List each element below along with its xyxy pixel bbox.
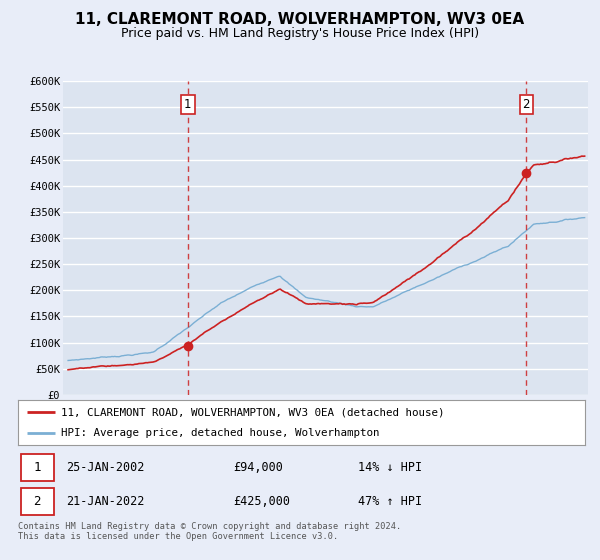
FancyBboxPatch shape [21, 454, 54, 481]
Text: 1: 1 [34, 461, 41, 474]
Text: £94,000: £94,000 [233, 461, 283, 474]
Text: 11, CLAREMONT ROAD, WOLVERHAMPTON, WV3 0EA: 11, CLAREMONT ROAD, WOLVERHAMPTON, WV3 0… [76, 12, 524, 27]
Text: 2: 2 [34, 495, 41, 508]
Text: Price paid vs. HM Land Registry's House Price Index (HPI): Price paid vs. HM Land Registry's House … [121, 27, 479, 40]
FancyBboxPatch shape [21, 488, 54, 515]
Text: HPI: Average price, detached house, Wolverhampton: HPI: Average price, detached house, Wolv… [61, 428, 379, 438]
Text: Contains HM Land Registry data © Crown copyright and database right 2024.
This d: Contains HM Land Registry data © Crown c… [18, 522, 401, 542]
Text: 14% ↓ HPI: 14% ↓ HPI [358, 461, 422, 474]
Text: 25-JAN-2002: 25-JAN-2002 [66, 461, 145, 474]
Text: 21-JAN-2022: 21-JAN-2022 [66, 495, 145, 508]
Text: £425,000: £425,000 [233, 495, 290, 508]
Text: 1: 1 [184, 98, 191, 111]
Text: 11, CLAREMONT ROAD, WOLVERHAMPTON, WV3 0EA (detached house): 11, CLAREMONT ROAD, WOLVERHAMPTON, WV3 0… [61, 408, 444, 418]
Text: 2: 2 [523, 98, 530, 111]
Text: 47% ↑ HPI: 47% ↑ HPI [358, 495, 422, 508]
